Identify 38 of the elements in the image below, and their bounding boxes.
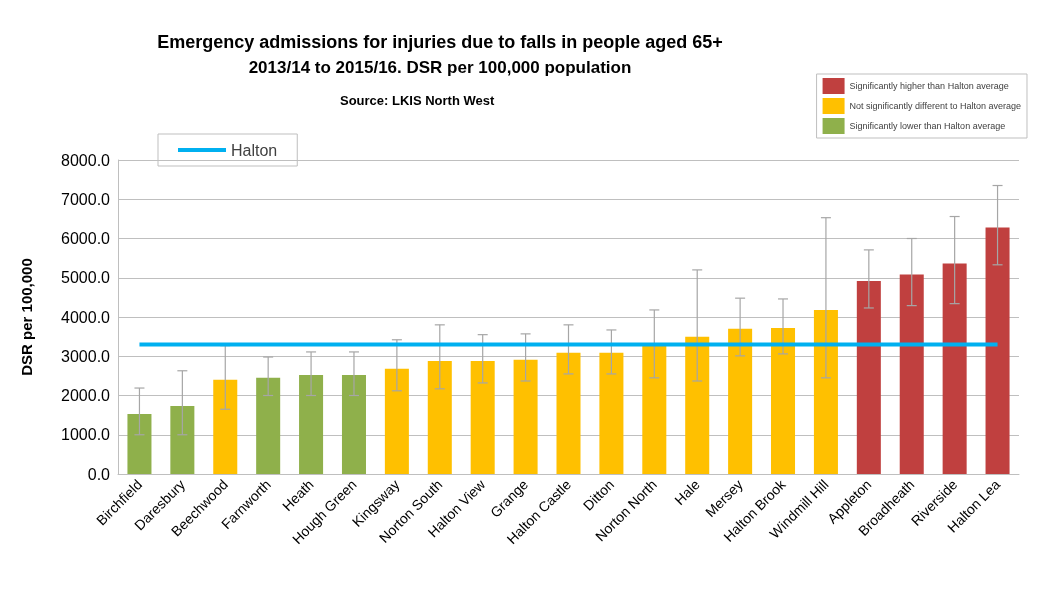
bar — [899, 274, 924, 474]
legend-label: Not significantly different to Halton average — [849, 101, 1022, 111]
y-tick-label: 1000.0 — [61, 426, 111, 444]
bar — [127, 413, 152, 474]
bar — [985, 227, 1010, 474]
y-tick-label: 5000.0 — [61, 269, 111, 287]
bar — [384, 368, 409, 474]
bar — [341, 375, 366, 474]
source-note: Source: LKIS North West — [340, 93, 495, 108]
y-tick-label: 8000.0 — [61, 151, 111, 169]
y-tick-label: 0.0 — [87, 465, 111, 483]
bar — [213, 379, 238, 474]
legend-label: Significantly lower than Halton average — [849, 121, 1006, 131]
legend-label: Halton — [231, 141, 278, 159]
bar — [813, 309, 838, 474]
bar — [685, 336, 710, 474]
bar — [427, 360, 452, 474]
bar — [599, 352, 624, 474]
legend-label: Significantly higher than Halton average — [849, 81, 1009, 91]
bar — [170, 406, 195, 474]
y-tick-label: 6000.0 — [61, 230, 111, 247]
y-tick-label: 7000.0 — [61, 190, 111, 208]
bar — [642, 344, 667, 474]
bar — [513, 359, 538, 474]
bar — [556, 352, 581, 474]
chart-subtitle: 2013/14 to 2015/16. DSR per 100,000 population — [248, 58, 632, 77]
bar — [728, 328, 753, 474]
bar — [299, 375, 324, 474]
y-tick-label: 2000.0 — [61, 387, 111, 404]
bar — [470, 360, 495, 474]
chart-title: Emergency admissions for injuries due to falls in people aged 65+ — [157, 32, 723, 52]
y-axis-title: DSR per 100,000 — [18, 258, 35, 376]
bar — [856, 280, 881, 474]
y-tick-label: 3000.0 — [61, 347, 111, 365]
bar — [771, 327, 796, 474]
y-tick-label: 4000.0 — [61, 308, 111, 326]
bar — [256, 377, 281, 474]
bar — [942, 263, 967, 474]
